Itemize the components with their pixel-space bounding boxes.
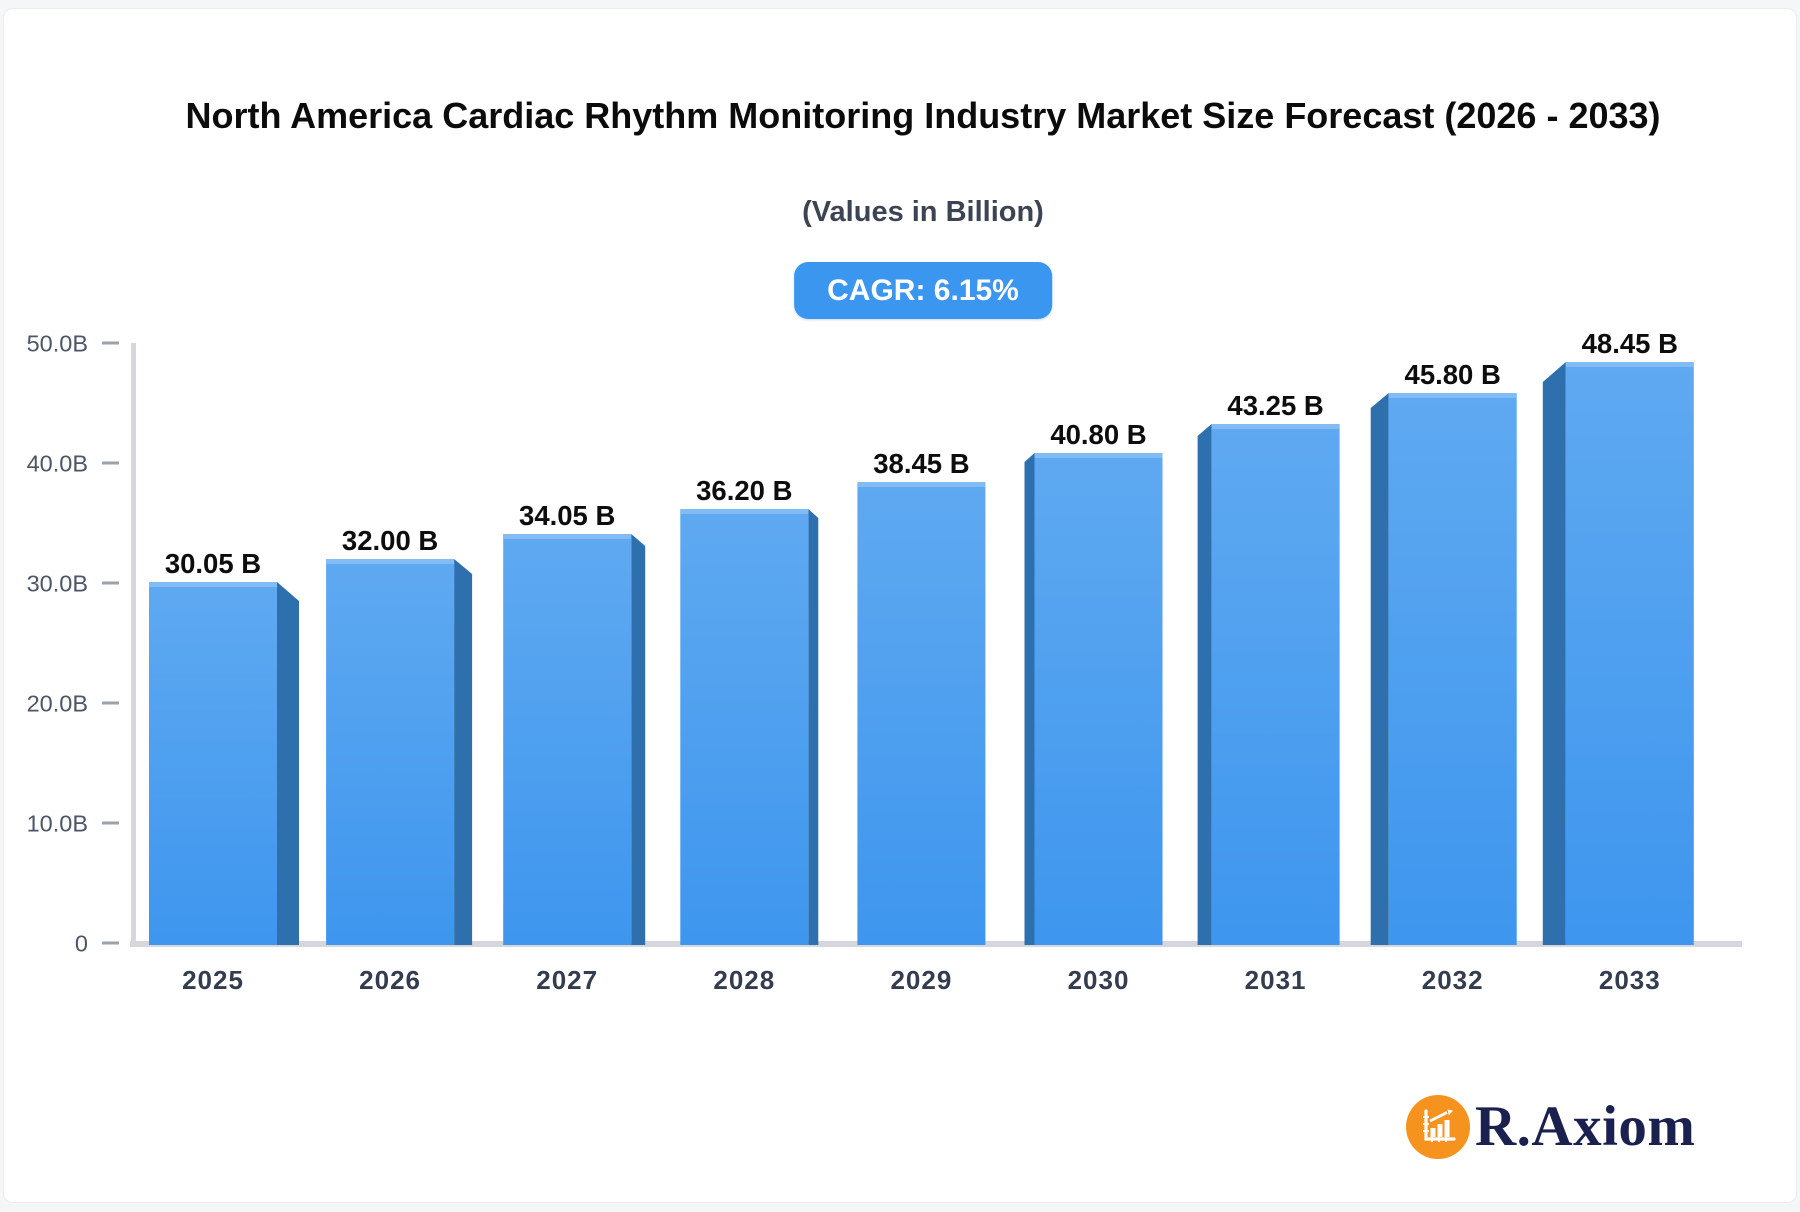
bar-top-highlight: [326, 559, 455, 564]
bar-side-face: [1024, 453, 1035, 945]
chart-subtitle: (Values in Billion): [802, 196, 1044, 228]
bar-2030[interactable]: [1024, 453, 1163, 945]
bar-2028[interactable]: [680, 509, 819, 945]
bar-top-highlight: [149, 582, 277, 587]
y-axis-tick-label: 10.0B: [27, 811, 88, 837]
bar-top-highlight: [680, 509, 809, 514]
bar-top-highlight: [1388, 393, 1517, 398]
bar-side-face: [808, 509, 819, 945]
x-axis-category-label: 2032: [1422, 965, 1484, 995]
logo-text: R.Axiom: [1475, 1095, 1696, 1158]
y-axis-tick: [102, 341, 119, 345]
bar-main-face: [503, 534, 632, 945]
bar-2025[interactable]: [149, 582, 299, 945]
x-axis-category-label: 2031: [1245, 965, 1307, 995]
bar-main-face: [857, 482, 986, 945]
y-axis-tick: [102, 701, 119, 705]
bar-value-label: 32.00 B: [342, 525, 438, 556]
bar-main-face: [149, 582, 277, 945]
y-axis-tick: [102, 581, 119, 585]
cagr-badge: CAGR: 6.15%: [794, 262, 1052, 319]
bar-2031[interactable]: [1197, 424, 1340, 945]
bar-side-face: [277, 582, 299, 945]
bar-side-face: [631, 534, 646, 945]
y-axis-tick: [102, 461, 119, 465]
y-axis-tick: [102, 941, 119, 945]
y-axis-tick-label: 20.0B: [27, 691, 88, 717]
bar-main-face: [1034, 453, 1163, 945]
y-axis-line: [131, 343, 136, 945]
bar-side-face: [454, 559, 473, 945]
y-axis-tick-label: 50.0B: [27, 331, 88, 357]
bar-2027[interactable]: [503, 534, 646, 945]
bar-value-label: 43.25 B: [1227, 390, 1323, 421]
bar-value-label: 45.80 B: [1405, 359, 1501, 390]
bar-value-label: 36.20 B: [696, 475, 792, 506]
logo-circle: [1406, 1095, 1470, 1159]
bar-main-face: [1388, 393, 1517, 945]
bar-value-label: 30.05 B: [165, 548, 261, 579]
bar-top-highlight: [503, 534, 632, 539]
y-axis-tick-label: 40.0B: [27, 451, 88, 477]
bar-chart-growth-icon: [1423, 1109, 1456, 1142]
bar-top-highlight: [1034, 453, 1163, 458]
x-axis-category-label: 2030: [1068, 965, 1130, 995]
bar-side-face: [1197, 424, 1212, 945]
bar-side-face: [1370, 393, 1389, 945]
bar-top-highlight: [1565, 362, 1694, 367]
brand-logo: R.Axiom: [1406, 1094, 1695, 1160]
x-axis-category-label: 2025: [182, 965, 244, 995]
bar-value-label: 34.05 B: [519, 500, 615, 531]
chart-title: North America Cardiac Rhythm Monitoring …: [185, 95, 1661, 136]
bar-main-face: [1211, 424, 1340, 945]
bar-2026[interactable]: [326, 559, 473, 945]
y-axis-tick: [102, 821, 119, 825]
y-axis-tick-label: 0: [75, 931, 88, 957]
bar-top-highlight: [1211, 424, 1340, 429]
y-axis-tick-label: 30.0B: [27, 571, 88, 597]
x-axis-category-label: 2027: [536, 965, 598, 995]
x-axis-category-label: 2033: [1599, 965, 1661, 995]
x-axis-category-label: 2028: [713, 965, 775, 995]
bar-top-highlight: [857, 482, 986, 487]
x-axis-category-label: 2026: [359, 965, 421, 995]
bar-value-label: 48.45 B: [1582, 328, 1678, 359]
bar-2029[interactable]: [857, 482, 986, 945]
bar-side-face: [1542, 362, 1566, 945]
bar-main-face: [680, 509, 809, 945]
bar-value-label: 40.80 B: [1050, 419, 1146, 450]
bar-value-label: 38.45 B: [873, 448, 969, 479]
bar-main-face: [1565, 362, 1694, 945]
bar-2033[interactable]: [1542, 362, 1694, 945]
bar-2032[interactable]: [1370, 393, 1517, 945]
bar-main-face: [326, 559, 455, 945]
x-axis-category-label: 2029: [890, 965, 952, 995]
